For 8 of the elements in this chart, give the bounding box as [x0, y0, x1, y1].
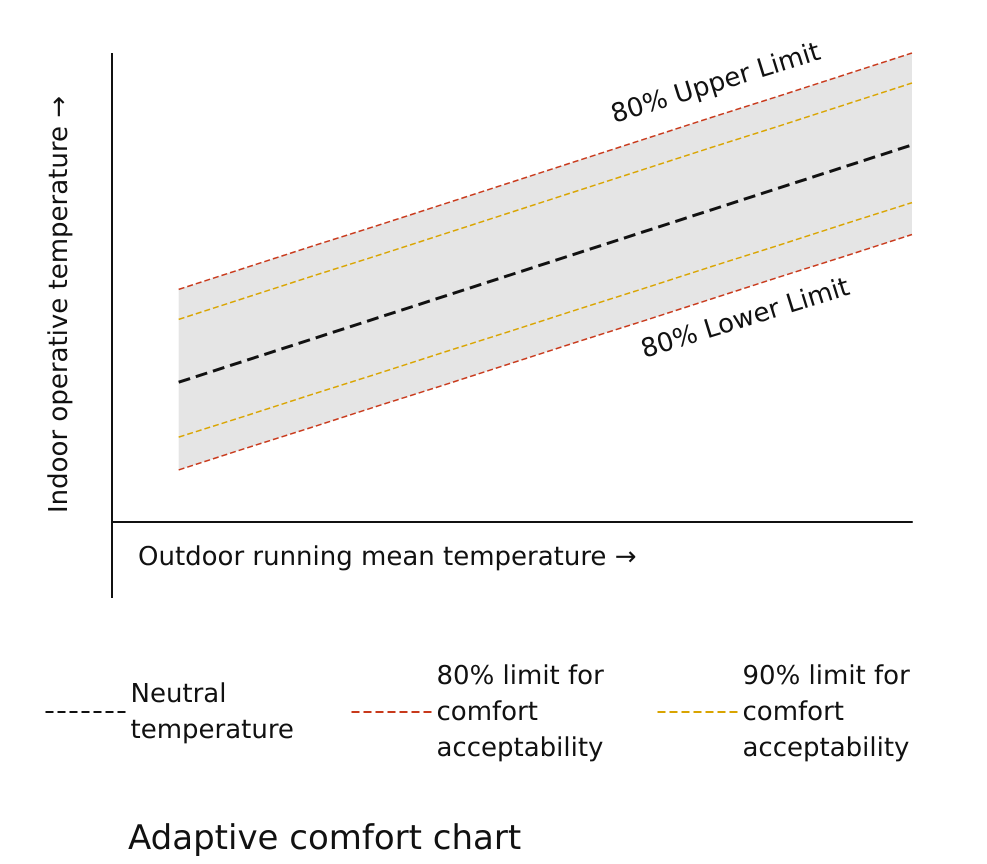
legend-label: Neutral temperature: [130, 679, 294, 745]
annotation: 80% Lower Limit: [637, 272, 854, 365]
text: Adaptive comfort chart: [128, 818, 522, 858]
y-axis-title: Indoor operative temperature →: [44, 96, 74, 513]
x-axis-title: Outdoor running mean temperature →: [138, 542, 636, 572]
annotation: 80% Upper Limit: [607, 36, 824, 130]
legend-label: 90% limit for comfort acceptability: [742, 661, 918, 763]
legend-label: 80% limit for comfort acceptability: [436, 661, 612, 763]
